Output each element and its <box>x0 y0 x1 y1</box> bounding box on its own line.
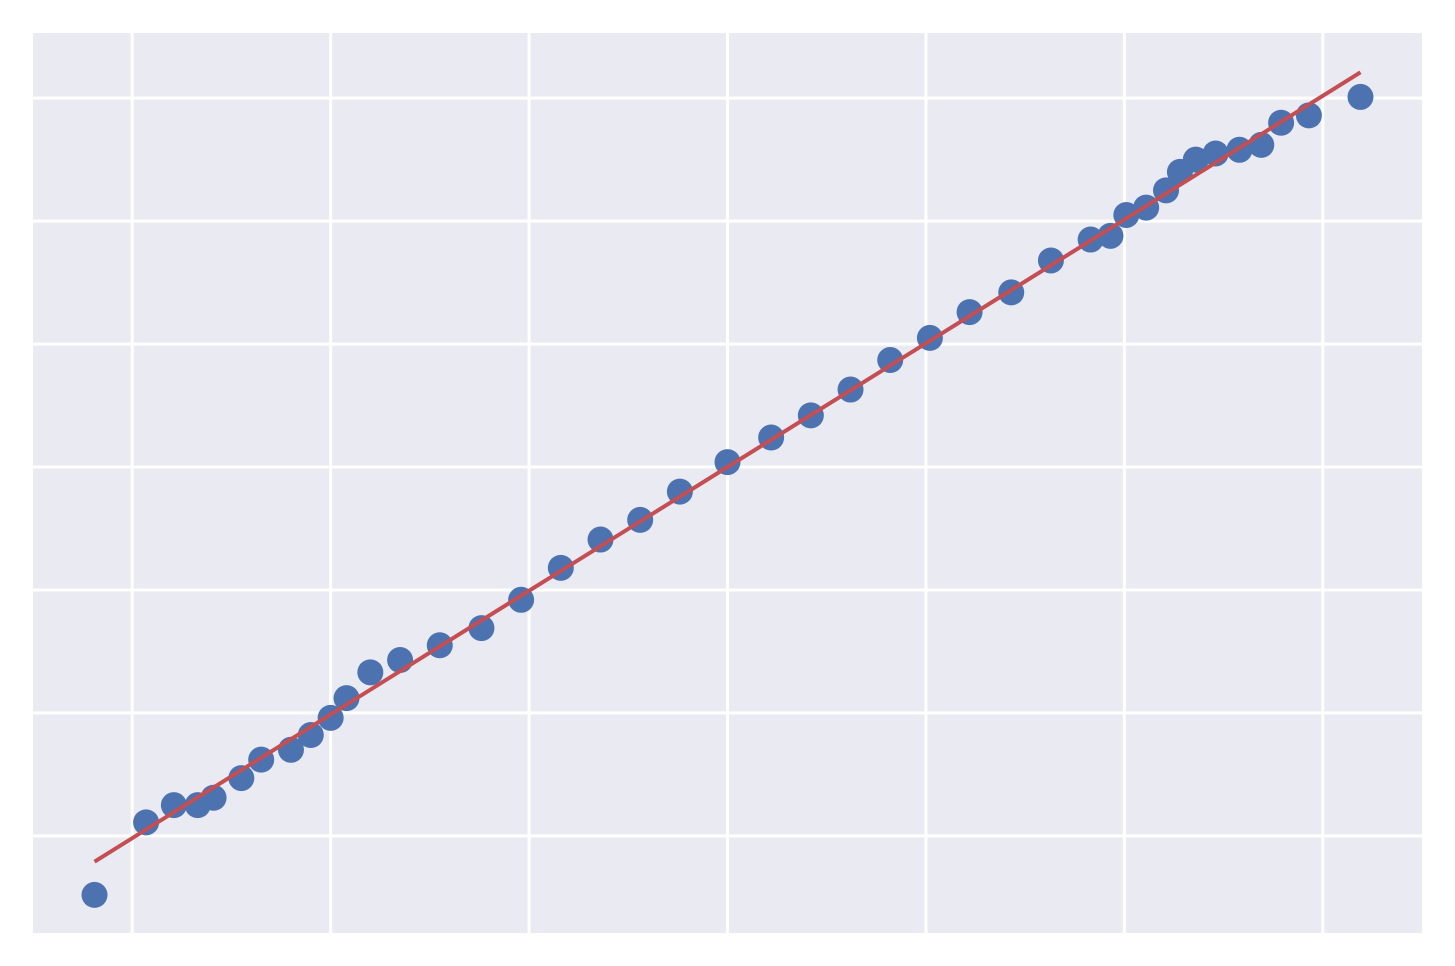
point <box>1182 146 1209 173</box>
point <box>81 881 108 908</box>
point <box>133 809 160 836</box>
point <box>1037 247 1064 274</box>
point <box>357 659 384 686</box>
point <box>1347 83 1374 110</box>
point <box>228 765 255 792</box>
point <box>1097 222 1124 249</box>
point <box>333 685 360 712</box>
point <box>468 615 495 642</box>
fit-line <box>93 70 1362 864</box>
point <box>877 347 904 374</box>
point <box>587 526 614 553</box>
point <box>160 792 187 819</box>
point <box>666 478 693 505</box>
point <box>714 449 741 476</box>
